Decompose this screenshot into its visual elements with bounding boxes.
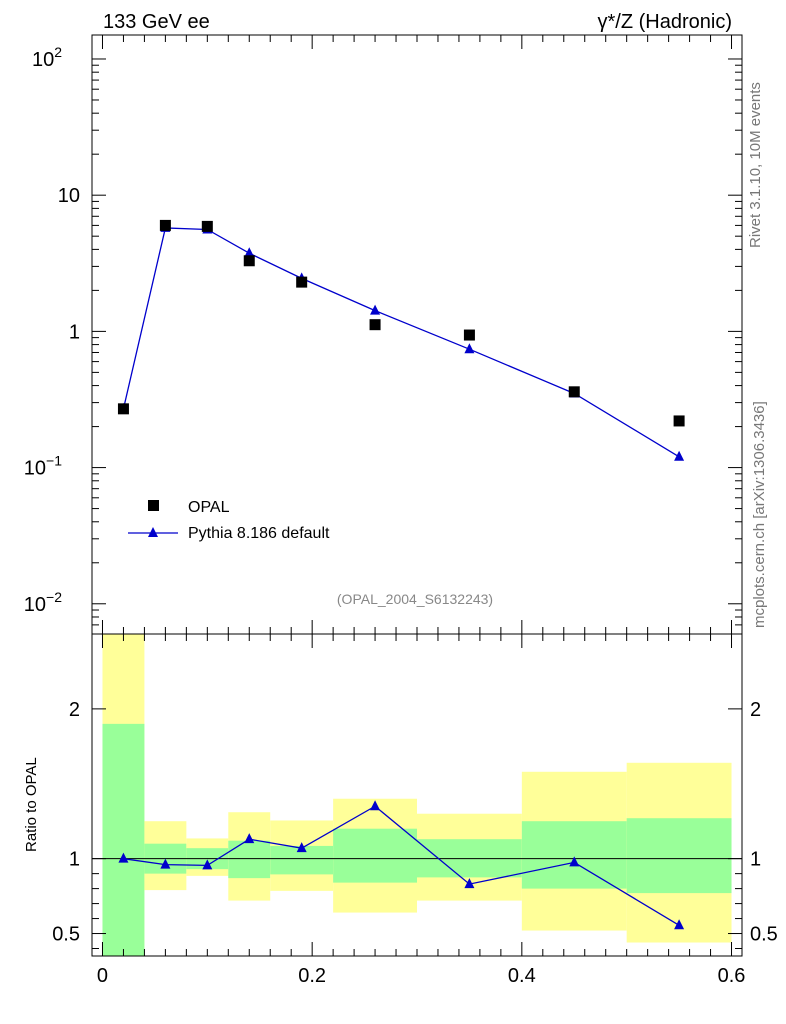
process-title: γ*/Z (Hadronic) [598,11,732,33]
energy-title: 133 GeV ee [103,11,210,33]
tick-exponent: −1 [46,453,62,469]
ratio-panel: 0.5 0.5 1 1 2 2 Ratio to OPAL [23,633,778,957]
ratio-y-tick-label-right: 0.5 [750,924,778,946]
data-point [673,415,685,427]
legend-mc-marker [148,527,158,537]
ratio-point [464,878,475,889]
x-axis: 0 0.2 0.4 0.6 [97,35,746,987]
mcplots-label: mcplots.cern.ch [arXiv:1306.3436] [751,401,768,628]
mc-point [464,343,475,354]
uncertainty-band-inner [228,840,271,879]
ratio-point [202,859,213,870]
data-point [201,220,213,232]
main-y-tick-label: 10−1 [24,453,62,480]
uncertainty-band-inner [102,723,145,956]
ratio-point [569,856,580,867]
main-frame [91,34,743,635]
main-y-tick-label: 10 [58,185,80,207]
main-panel: 10−2 10−1 1 10 102 (OPAL_2004_S6132243) [24,34,743,635]
legend-data-marker [148,500,159,511]
data-point [117,403,129,415]
mc-polyline [122,227,680,458]
legend-data-label: OPAL [188,499,230,516]
legend: OPAL Pythia 8.186 default [128,499,330,542]
legend-mc-label: Pythia 8.186 default [188,525,330,542]
ratio-y-tick-label-right: 1 [750,849,761,871]
data-point [369,319,381,331]
x-tick-label: 0 [97,965,108,987]
ratio-y-tick-label: 2 [69,699,80,721]
x-tick-label: 0.6 [718,965,746,987]
tick-exponent: 2 [54,44,62,60]
ratio-point [296,842,307,853]
ratio-point [370,800,381,811]
data-point [296,276,308,288]
mc-line [122,227,680,458]
analysis-tag: (OPAL_2004_S6132243) [337,591,493,607]
tick-exponent: −2 [46,589,62,605]
x-tick-label: 0.2 [298,965,326,987]
ratio-point [244,833,255,844]
data-point [463,329,475,341]
ratio-y-tick-label: 0.5 [52,924,80,946]
uncertainty-band-inner [626,818,732,894]
main-y-tick-label: 102 [32,44,62,71]
main-y-tick-label: 10−2 [24,589,62,616]
mc-point [674,450,685,461]
mc-point [244,247,255,258]
main-y-tick-label: 1 [69,321,80,343]
ratio-y-tick-label-right: 2 [750,699,761,721]
mc-point [370,304,381,315]
ratio-markers [118,800,685,930]
markers [117,219,685,461]
rivet-label: Rivet 3.1.10, 10M events [747,82,764,248]
ratio-point [160,858,171,869]
ratio-point [674,919,685,930]
uncertainty-band-inner [333,828,417,883]
uncertainty-band-inner [521,821,627,889]
ratio-bands [102,634,732,956]
ratio-y-label: Ratio to OPAL [23,757,40,852]
ratio-y-tick-label: 1 [69,849,80,871]
data-point [159,219,171,231]
main-y-axis: 10−2 10−1 1 10 102 [24,44,742,635]
data-point [243,255,255,267]
x-tick-label: 0.4 [508,965,536,987]
data-point [568,386,580,398]
ratio-point [118,852,129,863]
